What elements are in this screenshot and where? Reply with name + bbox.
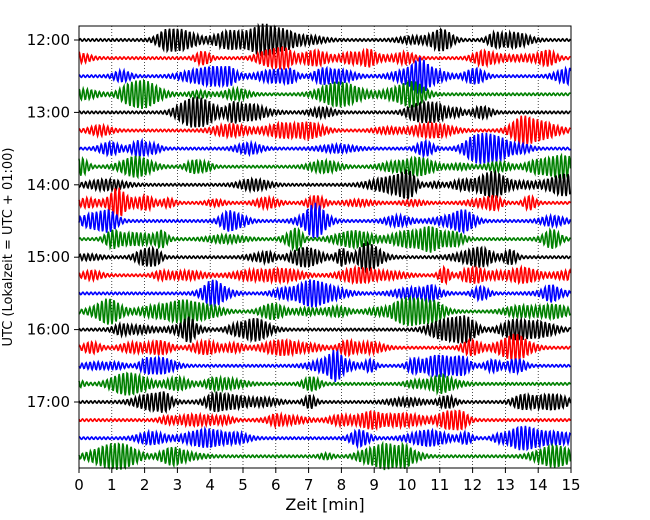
x-tick-label: 7 — [304, 476, 314, 494]
seismogram-trace — [78, 202, 572, 239]
x-tick-label: 6 — [271, 476, 281, 494]
x-tick-label: 4 — [205, 476, 215, 494]
x-tick-label: 0 — [74, 476, 84, 494]
y-tick-label: 13:00 — [27, 103, 70, 121]
x-tick-label: 12 — [463, 476, 482, 494]
seismogram-trace — [78, 279, 572, 308]
y-tick-label: 12:00 — [27, 31, 70, 49]
seismogram-trace — [78, 425, 571, 452]
seismogram-trace — [78, 240, 571, 273]
seismogram-trace — [78, 115, 572, 147]
seismogram-trace — [78, 295, 571, 327]
seismogram-trace — [78, 226, 571, 253]
x-tick-label: 13 — [496, 476, 515, 494]
seismogram-trace — [78, 187, 572, 219]
x-tick-label: 5 — [238, 476, 248, 494]
seismogram-trace — [78, 22, 572, 57]
seismogram-trace — [78, 152, 572, 180]
x-tick-label: 3 — [173, 476, 183, 494]
x-tick-label: 11 — [430, 476, 449, 494]
x-axis: 0 1 2 3 4 5 6 7 8 9 10 11 12 13 14 15 — [74, 468, 581, 494]
y-tick-label: 16:00 — [27, 321, 70, 339]
seismogram-trace — [78, 371, 572, 396]
seismogram-trace — [78, 333, 571, 362]
seismogram-trace — [78, 440, 572, 471]
seismogram-trace — [78, 96, 571, 128]
seismogram-trace — [78, 315, 572, 345]
seismogram-trace — [78, 57, 572, 94]
trace-group — [78, 22, 572, 471]
y-axis-label: UTC (Lokalzeit = UTC + 01:00) — [1, 148, 16, 347]
x-axis-label: Zeit [min] — [285, 495, 364, 514]
seismogram-trace — [78, 390, 572, 415]
seismogram-trace — [78, 45, 571, 71]
y-axis: 12:00 13:00 14:00 15:00 16:00 17:00 — [27, 31, 79, 411]
seismogram-trace — [78, 348, 571, 383]
x-tick-label: 14 — [529, 476, 548, 494]
x-tick-label: 9 — [369, 476, 379, 494]
seismogram-trace — [78, 168, 571, 200]
x-tick-label: 15 — [561, 476, 580, 494]
y-tick-label: 14:00 — [27, 176, 70, 194]
seismogram-trace — [78, 264, 572, 286]
x-tick-label: 1 — [107, 476, 117, 494]
x-tick-label: 8 — [337, 476, 347, 494]
y-tick-label: 15:00 — [27, 248, 70, 266]
plot-frame — [78, 25, 572, 469]
x-tick-label: 10 — [397, 476, 416, 494]
y-tick-label: 17:00 — [27, 393, 70, 411]
seismogram-trace — [78, 78, 571, 110]
x-tick-label: 2 — [140, 476, 150, 494]
seismogram-trace — [78, 409, 572, 432]
